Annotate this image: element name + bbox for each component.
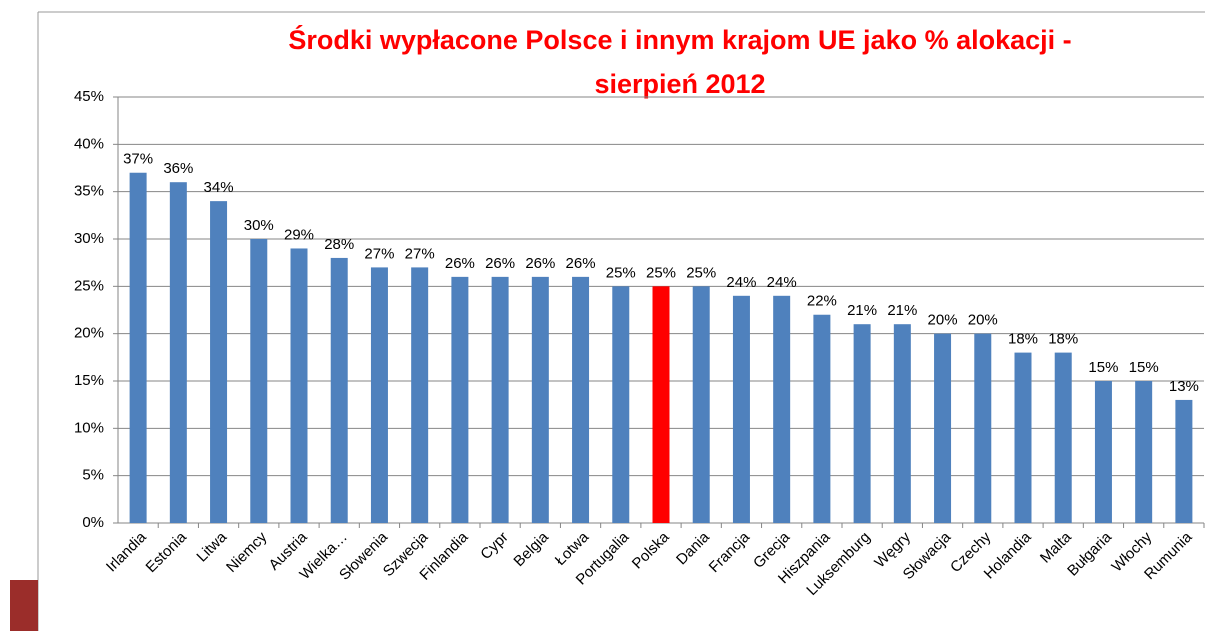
- data-label: 26%: [566, 255, 596, 272]
- data-label: 24%: [726, 274, 756, 291]
- chart-title: sierpień 2012: [594, 69, 765, 99]
- x-tick-label: Niemcy: [223, 528, 271, 576]
- bar: [572, 276, 590, 523]
- data-label: 21%: [887, 302, 917, 319]
- bar: [129, 172, 147, 523]
- bar: [491, 276, 509, 523]
- bar: [853, 324, 871, 523]
- bar: [934, 333, 952, 523]
- data-label: 25%: [606, 264, 636, 281]
- y-tick-label: 0%: [82, 514, 104, 531]
- data-label: 15%: [1088, 359, 1118, 376]
- data-label: 30%: [244, 217, 274, 234]
- x-tick-label: Litwa: [193, 528, 230, 565]
- bar: [250, 239, 268, 523]
- y-tick-label: 40%: [74, 135, 104, 152]
- data-label: 22%: [807, 293, 837, 310]
- bar: [411, 267, 429, 523]
- bar: [692, 286, 710, 523]
- bar: [169, 182, 187, 523]
- bar: [451, 276, 469, 523]
- y-tick-label: 30%: [74, 230, 104, 247]
- data-label: 15%: [1129, 359, 1159, 376]
- decor-block: [10, 580, 38, 631]
- data-label: 13%: [1169, 378, 1199, 395]
- data-label: 20%: [968, 312, 998, 329]
- bar: [813, 314, 831, 523]
- data-label: 36%: [163, 160, 193, 177]
- y-tick-label: 15%: [74, 372, 104, 389]
- x-tick-label: Irlandia: [103, 528, 150, 575]
- bar: [330, 257, 348, 523]
- bar: [1135, 381, 1153, 523]
- x-tick-label: Polska: [629, 528, 673, 572]
- bar: [1094, 381, 1112, 523]
- y-tick-label: 20%: [74, 325, 104, 342]
- bar: [974, 333, 992, 523]
- data-label: 27%: [405, 245, 435, 262]
- data-label: 27%: [364, 245, 394, 262]
- data-label: 37%: [123, 151, 153, 168]
- bar: [773, 295, 791, 523]
- bar: [893, 324, 911, 523]
- data-label: 21%: [847, 302, 877, 319]
- y-tick-label: 10%: [74, 419, 104, 436]
- y-tick-label: 25%: [74, 277, 104, 294]
- data-label: 29%: [284, 226, 314, 243]
- data-label: 28%: [324, 236, 354, 253]
- y-tick-label: 45%: [74, 88, 104, 105]
- x-tick-label: Belgia: [510, 528, 552, 570]
- chart-title: Środki wypłacone Polsce i innym krajom U…: [288, 24, 1071, 55]
- x-tick-label: Bułgaria: [1064, 528, 1115, 579]
- bar: [732, 295, 750, 523]
- data-label: 34%: [204, 179, 234, 196]
- data-label: 20%: [928, 312, 958, 329]
- y-tick-label: 5%: [82, 467, 104, 484]
- x-tick-label: Cypr: [477, 529, 511, 563]
- data-label: 25%: [686, 264, 716, 281]
- data-label: 18%: [1048, 331, 1078, 348]
- x-tick-label: Estonia: [143, 528, 191, 576]
- y-tick-label: 35%: [74, 183, 104, 200]
- data-label: 25%: [646, 264, 676, 281]
- bar: [1054, 352, 1072, 523]
- bar: [290, 248, 308, 523]
- data-label: 18%: [1008, 331, 1038, 348]
- data-label: 24%: [767, 274, 797, 291]
- bar: [1014, 352, 1032, 523]
- bar: [210, 201, 228, 523]
- bar: [1175, 399, 1193, 523]
- x-tick-label: Francja: [706, 528, 754, 576]
- bar: [531, 276, 549, 523]
- data-label: 26%: [445, 255, 475, 272]
- data-label: 26%: [485, 255, 515, 272]
- bar: [370, 267, 388, 523]
- data-label: 26%: [525, 255, 555, 272]
- bar: [612, 286, 630, 523]
- bar: [652, 286, 670, 523]
